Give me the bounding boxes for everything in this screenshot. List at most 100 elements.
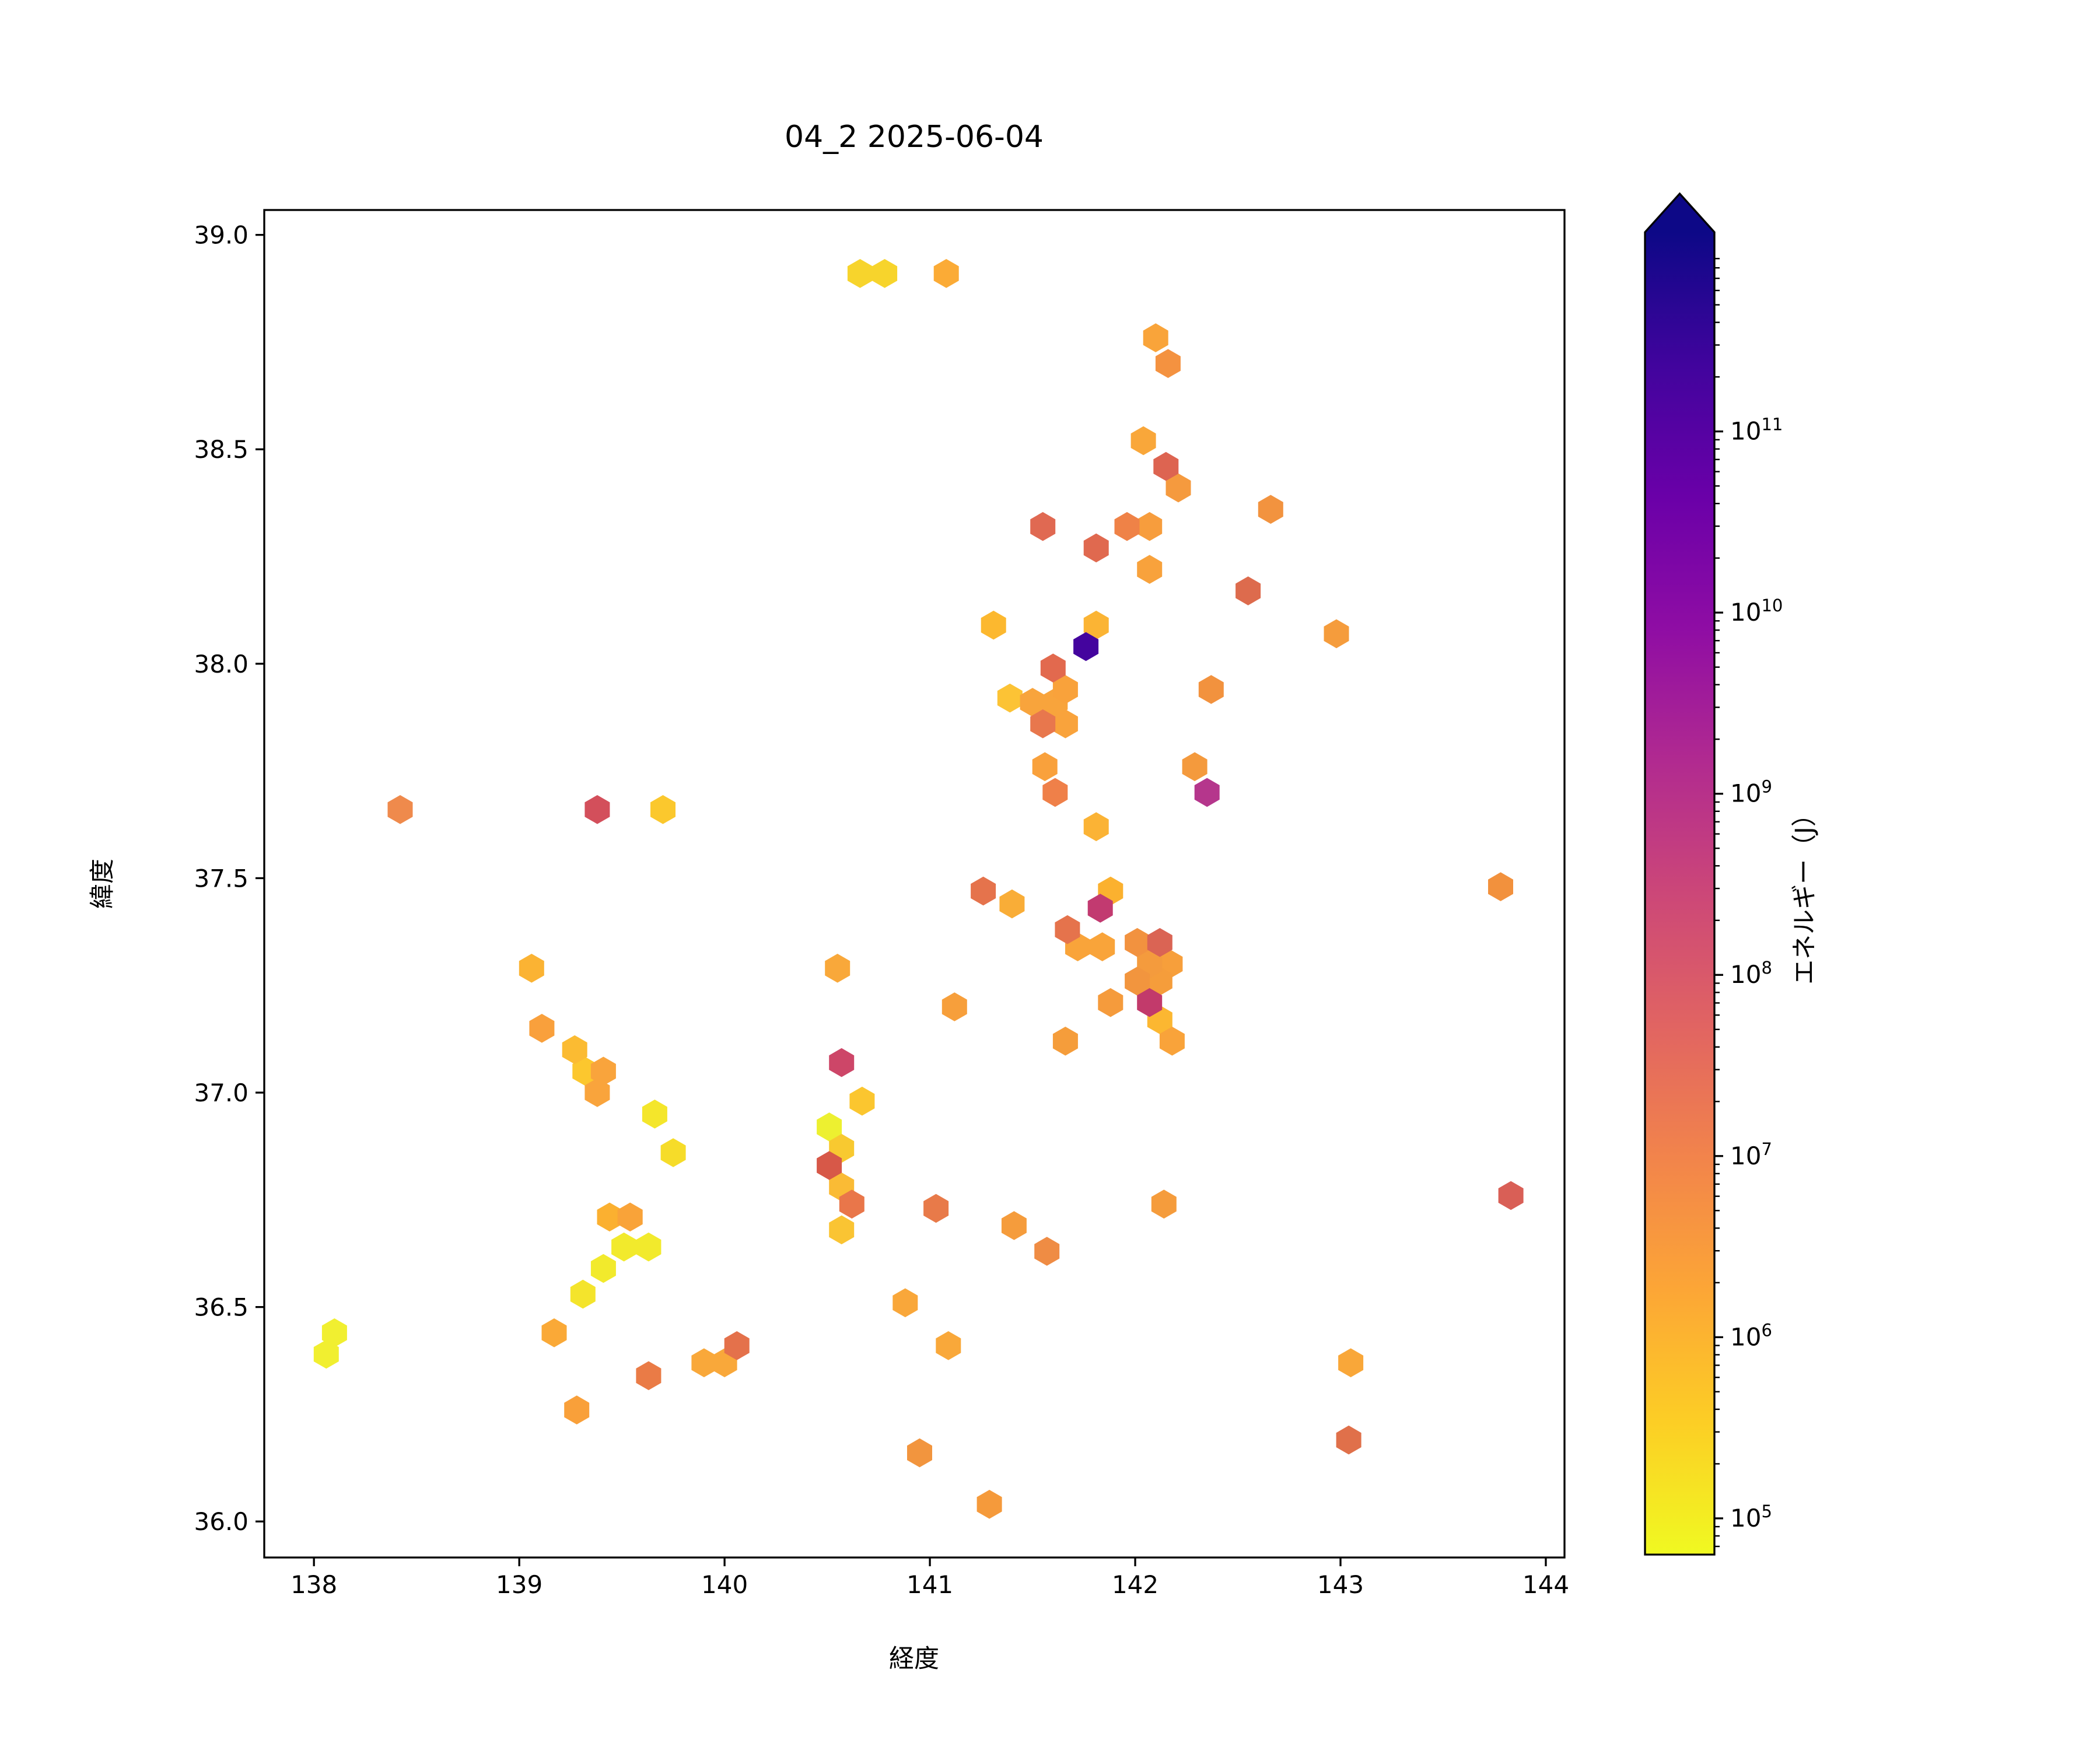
hexbin-cell (1052, 1027, 1078, 1056)
hexbin-cell (923, 1194, 949, 1223)
hexbin-cell (611, 1232, 637, 1262)
hexbin-cell (847, 259, 873, 288)
hexbin-cell (691, 1348, 717, 1377)
hexbin-cell (584, 795, 610, 824)
hexbin-cell (313, 1339, 339, 1369)
hexbin-cell (1052, 675, 1078, 704)
hexbin-cell (999, 889, 1025, 919)
hexbin-cell (829, 1048, 855, 1077)
hexbin-cell (584, 1078, 610, 1107)
hexbin-cell (817, 1151, 842, 1180)
colorbar-label: エネルギー（J） (1790, 802, 1819, 985)
hexbin-cell (1324, 619, 1349, 649)
hexbin-cell (1137, 988, 1163, 1017)
x-tick-label: 144 (1522, 1570, 1569, 1599)
hexbin-cell (936, 1331, 961, 1360)
hexbin-cell (971, 876, 996, 906)
colorbar: 105 106 107 108 109 1010 1011 エネルギー（J） (1644, 192, 1819, 1556)
hexbin-cell (1137, 555, 1163, 584)
hexbin-cell (529, 1014, 555, 1043)
hexbin-cell (1052, 709, 1078, 738)
hexbin-cell (590, 1254, 616, 1283)
hexbin-cell (907, 1438, 932, 1468)
hexbin-cell (1338, 1348, 1364, 1377)
hexbin-cell (570, 1279, 596, 1309)
hexbin-cell (1098, 988, 1124, 1017)
hexbin-cell (724, 1331, 750, 1360)
hexbin-cell (1125, 928, 1150, 957)
colorbar-tick-label: 1010 (1730, 596, 1783, 626)
hexbin-cell (1083, 533, 1109, 563)
hexbin-cell (1153, 452, 1179, 481)
hexbin-cell (892, 1288, 918, 1318)
colorbar-tick-label: 1011 (1730, 415, 1783, 446)
plot-frame (263, 209, 1566, 1559)
hexbin-cell (562, 1035, 587, 1065)
hexbin-cell (1182, 752, 1208, 782)
hexbin-cell (642, 1100, 667, 1129)
hexbin-cell (1166, 473, 1191, 503)
x-tick-label: 141 (907, 1570, 953, 1599)
hexbin-cell (1083, 610, 1109, 640)
hexbin-cell (541, 1318, 567, 1348)
hexbin-cell (564, 1395, 590, 1424)
hexbin-cell (1125, 967, 1150, 996)
y-tick-label: 36.5 (194, 1293, 249, 1322)
hexbin-cell (617, 1202, 643, 1232)
colorbar-outline (1644, 192, 1716, 1556)
hexbin-cell (1020, 688, 1045, 717)
colorbar-ticks: 105 106 107 108 109 1010 1011 (1714, 258, 1783, 1548)
hexbin-cell (1488, 872, 1513, 901)
hexbin-cell (1001, 1211, 1027, 1240)
hexbin-cell (1073, 632, 1099, 662)
hexbin-cell (1194, 778, 1220, 807)
colorbar-extend-arrow (1645, 194, 1714, 232)
hexbin-cell (997, 683, 1023, 713)
hexbin-cell (1147, 928, 1172, 957)
hexbin-cell (1032, 752, 1058, 782)
y-tick-label: 36.0 (194, 1507, 249, 1536)
hexbin-cell (872, 259, 898, 288)
hexbin-cell (1336, 1425, 1362, 1455)
colorbar-tick-label: 106 (1730, 1320, 1772, 1351)
hexbin-cell (1155, 349, 1181, 378)
x-tick-label: 139 (496, 1570, 542, 1599)
hexbin-cell (650, 795, 676, 824)
y-tick-label: 37.0 (194, 1079, 249, 1107)
hexbin-cell (1030, 512, 1056, 541)
colorbar-tick-label: 105 (1730, 1502, 1772, 1532)
y-axis-label: 緯度 (88, 859, 117, 909)
colorbar-tick-label: 109 (1730, 777, 1772, 808)
hexbin-cell (1083, 812, 1109, 841)
hexbin-cell (1040, 653, 1066, 682)
hexbin-cell (1030, 709, 1056, 738)
hexbin-cell (387, 795, 413, 824)
hexbin-cell (1498, 1181, 1524, 1210)
hexbin-cell (933, 259, 959, 288)
hexbin-cell (942, 992, 967, 1021)
hexbin-cell (825, 954, 850, 983)
hexbin-cell (636, 1232, 662, 1262)
hexbin-cell (1236, 576, 1261, 606)
hexbin-cell (597, 1202, 622, 1232)
hexbin-cell (849, 1086, 875, 1116)
axis-ticks: 138 139 140 141 142 143 144 36.0 36.5 37.0 37.5 38.… (194, 221, 1569, 1599)
colorbar-tick-label: 107 (1730, 1139, 1772, 1170)
x-tick-label: 138 (290, 1570, 337, 1599)
hexbin-cell (1042, 778, 1068, 807)
hexbin-cell (1151, 1189, 1177, 1219)
hexbin-cell (981, 610, 1006, 640)
colorbar-tick-label: 108 (1730, 958, 1772, 989)
y-tick-label: 39.0 (194, 221, 249, 250)
hexbin-cell (1055, 915, 1080, 944)
hexbin-cell (1130, 426, 1156, 456)
hexbin-cell (321, 1318, 347, 1348)
hexbin-cell (1258, 495, 1283, 524)
hexbin-cell (1137, 512, 1163, 541)
x-tick-label: 143 (1317, 1570, 1364, 1599)
hexbin-cell (839, 1189, 864, 1219)
hexbin-cell (829, 1215, 855, 1245)
hexbin-cell (1114, 512, 1140, 541)
